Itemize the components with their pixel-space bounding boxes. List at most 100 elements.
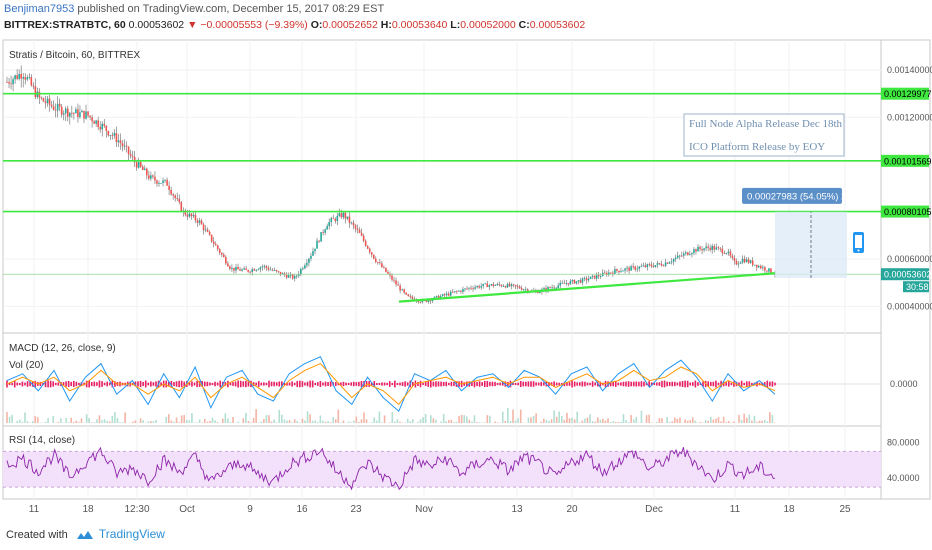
annotation-box[interactable] bbox=[683, 113, 845, 157]
volume-bar bbox=[309, 414, 311, 423]
volume-bar bbox=[75, 420, 78, 423]
support-trendline[interactable] bbox=[398, 272, 776, 303]
candle-body bbox=[253, 269, 256, 271]
candle-body bbox=[524, 289, 527, 291]
candle-body bbox=[703, 248, 705, 251]
candle-body bbox=[549, 287, 551, 288]
macd-histogram-bar bbox=[108, 382, 111, 386]
macd-histogram-bar bbox=[620, 382, 622, 386]
candle-body bbox=[320, 232, 322, 242]
candle-body bbox=[618, 270, 620, 273]
macd-histogram-bar bbox=[288, 382, 291, 386]
volume-bar bbox=[355, 416, 358, 423]
volume-bar bbox=[337, 409, 340, 423]
candle-body bbox=[52, 106, 55, 110]
candle-body bbox=[340, 213, 343, 218]
volume-bar bbox=[763, 419, 766, 423]
candle-body bbox=[312, 251, 314, 256]
volume-bar bbox=[738, 414, 740, 423]
volume-bar bbox=[60, 418, 62, 423]
candle-body bbox=[409, 296, 412, 297]
macd-histogram-bar bbox=[607, 381, 609, 387]
macd-histogram-bar bbox=[47, 380, 49, 388]
candle-body bbox=[269, 269, 272, 271]
candle-body bbox=[220, 252, 223, 255]
candle-body bbox=[626, 267, 628, 269]
candle-body bbox=[725, 253, 728, 255]
publish-text: published on TradingView.com, December 1… bbox=[77, 3, 385, 15]
macd-histogram-bar bbox=[293, 382, 296, 386]
candle-body bbox=[723, 253, 726, 254]
macd-histogram-bar bbox=[160, 382, 162, 386]
volume-bar bbox=[57, 421, 60, 423]
price-pane[interactable] bbox=[2, 39, 882, 334]
macd-histogram-bar bbox=[11, 382, 13, 386]
volume-bar bbox=[745, 417, 748, 423]
candle-body bbox=[741, 258, 744, 263]
author-link[interactable]: Benjiman7953 bbox=[4, 3, 75, 15]
volume-bar bbox=[473, 415, 476, 423]
candle-body bbox=[77, 109, 79, 118]
candle-body bbox=[395, 280, 397, 285]
macd-histogram-bar bbox=[270, 381, 273, 387]
volume-bar bbox=[52, 415, 55, 423]
candle-body bbox=[685, 252, 687, 254]
candle-body bbox=[757, 266, 760, 268]
macd-pane[interactable] bbox=[2, 332, 882, 427]
rsi-line bbox=[6, 446, 776, 491]
candle-body bbox=[516, 286, 519, 288]
candle-body bbox=[131, 155, 134, 157]
candle-body bbox=[589, 276, 592, 280]
macd-histogram-bar bbox=[358, 381, 360, 387]
volume-bar bbox=[704, 420, 707, 423]
volume-bar bbox=[191, 413, 193, 423]
candle-body bbox=[164, 179, 166, 181]
volume-bar bbox=[334, 419, 337, 423]
macd-histogram-bar bbox=[234, 381, 237, 387]
volume-bar bbox=[90, 422, 93, 423]
tradingview-logo-icon[interactable] bbox=[76, 530, 93, 541]
candle-body bbox=[243, 268, 245, 270]
volume-bar bbox=[6, 412, 8, 423]
candle-body bbox=[640, 266, 643, 268]
candle-body bbox=[105, 125, 108, 131]
volume-bar bbox=[761, 420, 763, 423]
volume-bar bbox=[612, 421, 614, 423]
volume-bar bbox=[134, 420, 137, 423]
macd-histogram-bar bbox=[625, 381, 627, 387]
volume-bar bbox=[614, 421, 617, 423]
candle-body bbox=[634, 266, 636, 270]
volume-bar bbox=[350, 422, 352, 423]
high-value: 0.00053640 bbox=[391, 19, 448, 31]
macd-histogram-bar bbox=[573, 381, 576, 387]
macd-histogram-bar bbox=[712, 381, 715, 387]
candle-body bbox=[146, 168, 148, 176]
macd-histogram-bar bbox=[650, 382, 653, 386]
candle-body bbox=[520, 288, 523, 290]
tradingview-link[interactable]: TradingView bbox=[98, 527, 165, 541]
macd-histogram-bar bbox=[281, 381, 283, 387]
volume-bar bbox=[640, 410, 643, 423]
volume-bar bbox=[34, 416, 37, 423]
macd-histogram-bar bbox=[525, 381, 527, 387]
candle-body bbox=[111, 135, 114, 136]
volume-bar bbox=[671, 421, 674, 423]
macd-histogram-bar bbox=[774, 382, 776, 386]
phone-icon[interactable] bbox=[853, 232, 864, 253]
candle-body bbox=[302, 268, 304, 270]
macd-histogram-bar bbox=[401, 382, 404, 386]
candle-body bbox=[137, 161, 140, 168]
volume-bar bbox=[530, 417, 532, 423]
volume-bar bbox=[589, 414, 591, 423]
candle-body bbox=[216, 245, 219, 250]
candle-body bbox=[593, 275, 596, 279]
macd-histogram-bar bbox=[630, 381, 632, 387]
macd-histogram-bar bbox=[532, 381, 535, 387]
candle-body bbox=[731, 255, 734, 258]
volume-bar bbox=[101, 420, 103, 423]
footer: Created with TradingView bbox=[6, 527, 165, 541]
candle-body bbox=[99, 126, 102, 130]
candle-body bbox=[318, 240, 320, 242]
volume-bar bbox=[635, 416, 638, 423]
